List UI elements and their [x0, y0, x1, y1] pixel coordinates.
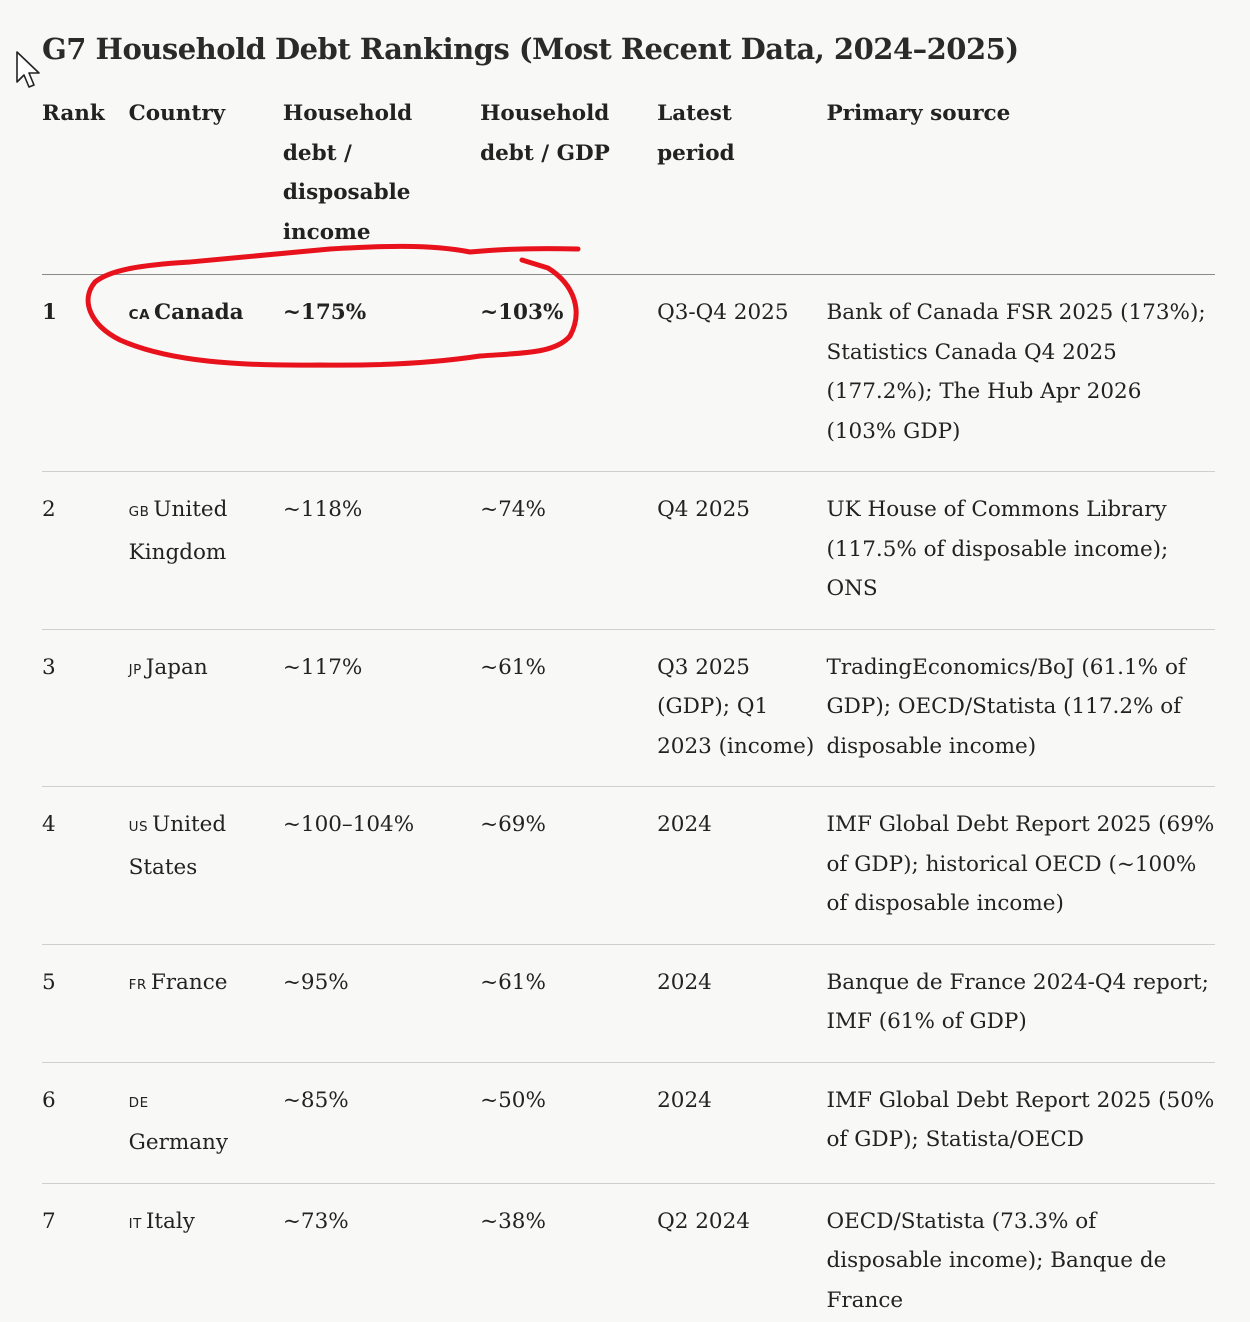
country-name: United Kingdom	[128, 497, 228, 565]
document: G7 Household Debt Rankings (Most Recent …	[42, 28, 1215, 1322]
country-cell: JP Japan	[128, 629, 283, 787]
country-code: IT	[128, 1215, 142, 1232]
debt-gdp-cell: ~50%	[480, 1062, 658, 1184]
country-cell: DE Germany	[128, 1062, 283, 1184]
country-code: FR	[128, 976, 147, 993]
country-cell: GB United Kingdom	[128, 471, 283, 630]
rank-cell: 7	[42, 1183, 129, 1322]
country-name: Germany	[128, 1130, 229, 1155]
country-code: CA	[128, 307, 151, 323]
debt-gdp-cell: ~38%	[480, 1183, 658, 1322]
rank-cell: 6	[42, 1062, 129, 1184]
debt-income-cell: ~100–104%	[282, 786, 481, 945]
table-row: 4 US United States ~100–104% ~69% 2024 IM…	[42, 786, 1215, 945]
debt-income-cell: ~117%	[282, 629, 481, 787]
table-header-row: Rank Country Household debt / disposable…	[42, 94, 1215, 275]
period-cell: 2024	[657, 1062, 827, 1184]
column-header-source: Primary source	[826, 94, 1215, 275]
period-cell: Q3-Q4 2025	[657, 274, 827, 472]
country-name: Japan	[145, 654, 208, 680]
debt-gdp-cell: ~69%	[480, 786, 658, 945]
table-row: 7 IT Italy ~73% ~38% Q2 2024 OECD/Statist…	[42, 1183, 1215, 1322]
debt-gdp-cell: ~103%	[480, 274, 658, 472]
source-cell: IMF Global Debt Report 2025 (69% of GDP)…	[826, 786, 1215, 945]
country-name: Canada	[154, 300, 244, 325]
rank-cell: 1	[42, 274, 129, 472]
country-code: JP	[128, 661, 142, 678]
period-cell: 2024	[657, 944, 827, 1063]
period-cell: Q2 2024	[657, 1183, 827, 1322]
country-code: US	[128, 819, 149, 835]
debt-income-cell: ~95%	[282, 944, 481, 1063]
debt-gdp-cell: ~61%	[480, 944, 658, 1063]
rank-cell: 4	[42, 786, 129, 945]
debt-income-cell: ~118%	[282, 471, 481, 630]
source-cell: OECD/Statista (73.3% of disposable incom…	[826, 1183, 1215, 1322]
country-cell: IT Italy	[128, 1183, 283, 1322]
mouse-pointer-icon	[16, 51, 40, 88]
source-cell: TradingEconomics/BoJ (61.1% of GDP); OEC…	[826, 629, 1215, 787]
country-cell: US United States	[128, 786, 283, 945]
rank-cell: 2	[42, 471, 129, 630]
column-header-debt-income: Household debt / disposable income	[282, 94, 481, 275]
country-name: Italy	[145, 1208, 195, 1234]
country-code: GB	[128, 504, 150, 520]
debt-rankings-table: Rank Country Household debt / disposable…	[42, 94, 1215, 1322]
debt-income-cell: ~73%	[282, 1183, 481, 1322]
table-row: 2 GB United Kingdom ~118% ~74% Q4 2025 UK…	[42, 471, 1215, 630]
source-cell: Bank of Canada FSR 2025 (173%); Statisti…	[826, 274, 1215, 472]
period-cell: 2024	[657, 786, 827, 945]
country-code: DE	[128, 1094, 149, 1111]
country-name: France	[150, 969, 228, 995]
rank-cell: 5	[42, 944, 129, 1063]
source-cell: UK House of Commons Library (117.5% of d…	[826, 471, 1215, 630]
table-row: 3 JP Japan ~117% ~61% Q3 2025 (GDP); Q1 2…	[42, 629, 1215, 787]
page-title: G7 Household Debt Rankings (Most Recent …	[42, 32, 1019, 66]
source-cell: Banque de France 2024-Q4 report; IMF (61…	[826, 944, 1215, 1063]
debt-income-cell: ~175%	[282, 274, 481, 472]
column-header-debt-gdp: Household debt / GDP	[480, 94, 658, 275]
rank-cell: 3	[42, 629, 129, 787]
table-row: 5 FR France ~95% ~61% 2024 Banque de Fran…	[42, 944, 1215, 1063]
debt-income-cell: ~85%	[282, 1062, 481, 1184]
period-cell: Q3 2025 (GDP); Q1 2023 (income)	[657, 629, 827, 787]
country-cell: CA Canada	[128, 274, 283, 472]
debt-gdp-cell: ~61%	[480, 629, 658, 787]
column-header-rank: Rank	[42, 94, 129, 275]
column-header-country: Country	[128, 94, 283, 275]
table-row: 6 DE Germany ~85% ~50% 2024 IMF Global De…	[42, 1062, 1215, 1184]
table-row: 1 CA Canada ~175% ~103% Q3-Q4 2025 Bank o…	[42, 274, 1215, 472]
debt-gdp-cell: ~74%	[480, 471, 658, 630]
period-cell: Q4 2025	[657, 471, 827, 630]
column-header-period: Latest period	[657, 94, 827, 275]
source-cell: IMF Global Debt Report 2025 (50% of GDP)…	[826, 1062, 1215, 1184]
country-cell: FR France	[128, 944, 283, 1063]
country-name: United States	[128, 812, 227, 880]
